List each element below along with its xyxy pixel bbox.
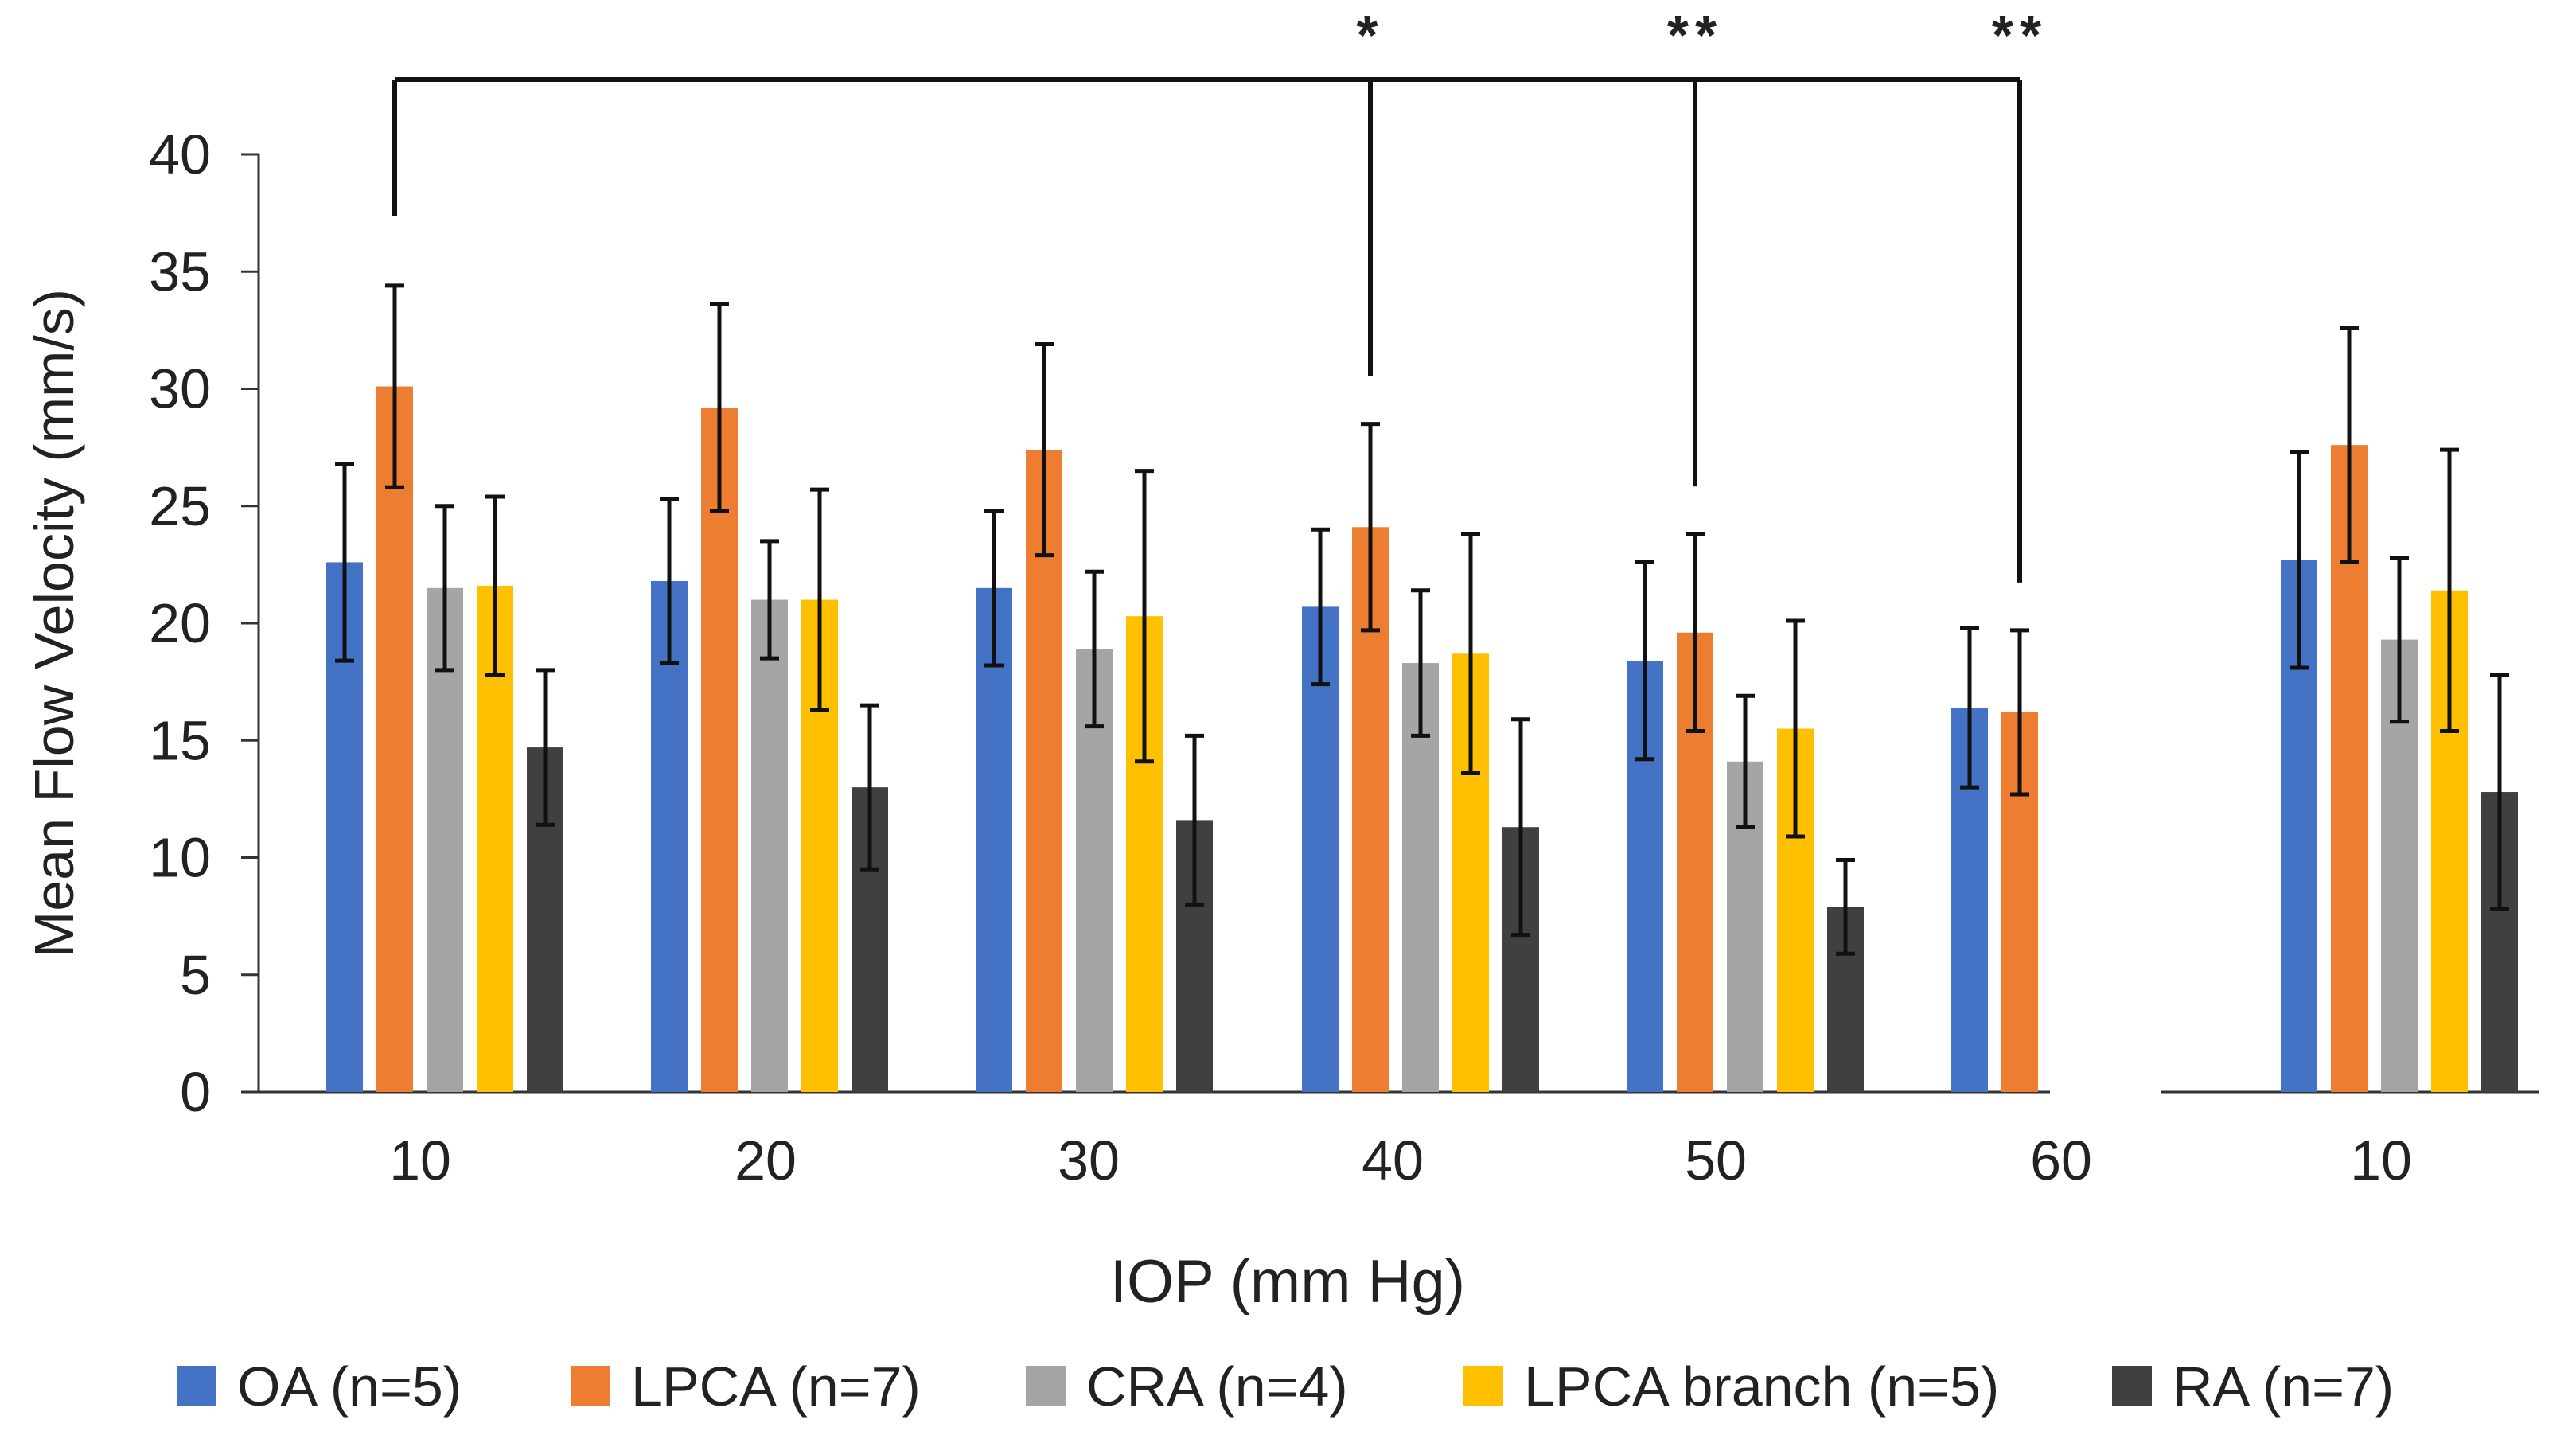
error-bars [335,283,2509,956]
legend-label: LPCA branch (n=5) [1524,1355,1999,1418]
legend-swatch [177,1366,216,1406]
legend-swatch [1026,1366,1066,1406]
x-tick-label: 60 [2030,1129,2092,1191]
y-tick-label: 35 [149,240,211,302]
legend-label: LPCA (n=7) [631,1355,921,1418]
significance-marker: * [1356,4,1384,66]
bar [701,408,738,1092]
bar [376,386,413,1092]
y-tick-label: 10 [149,827,211,889]
y-tick-label: 15 [149,709,211,771]
x-tick-label: 10 [389,1129,451,1191]
significance-brackets: * ** ** [392,4,2048,583]
legend-swatch [571,1366,610,1406]
y-axis-title: Mean Flow Velocity (mm/s) [23,289,85,957]
legend-label: CRA (n=4) [1086,1355,1348,1418]
x-tick-label: 50 [1685,1129,1747,1191]
x-tick-label: 40 [1362,1129,1424,1191]
chart-axes [257,154,2539,1094]
y-tick-label: 25 [149,475,211,537]
y-tick-label: 0 [180,1061,211,1123]
x-tick-label: 10 [2350,1129,2412,1191]
bar [751,599,788,1092]
legend-swatch [1463,1366,1503,1406]
bar-series [326,386,2518,1092]
y-axis-ticks: 0 5 10 15 20 25 30 35 40 [149,123,259,1123]
x-tick-label: 30 [1058,1129,1120,1191]
y-tick-label: 20 [149,592,211,654]
significance-marker: ** [1667,4,1723,66]
y-tick-label: 5 [180,944,211,1006]
y-tick-label: 40 [149,123,211,185]
x-axis-tick-labels: 10 20 30 40 50 60 10 [389,1129,2412,1191]
legend-swatch [2112,1366,2152,1406]
chart-legend: OA (n=5) LPCA (n=7) CRA (n=4) LPCA branch (… [177,1355,2394,1418]
bar [976,587,1012,1092]
x-tick-label: 20 [735,1129,797,1191]
significance-marker: ** [1992,4,2048,66]
bar [1302,606,1339,1092]
y-tick-label: 30 [149,358,211,420]
legend-label: OA (n=5) [237,1355,462,1418]
x-axis-title: IOP (mm Hg) [1110,1248,1465,1316]
legend-label: RA (n=7) [2173,1355,2394,1418]
bar [651,580,688,1092]
